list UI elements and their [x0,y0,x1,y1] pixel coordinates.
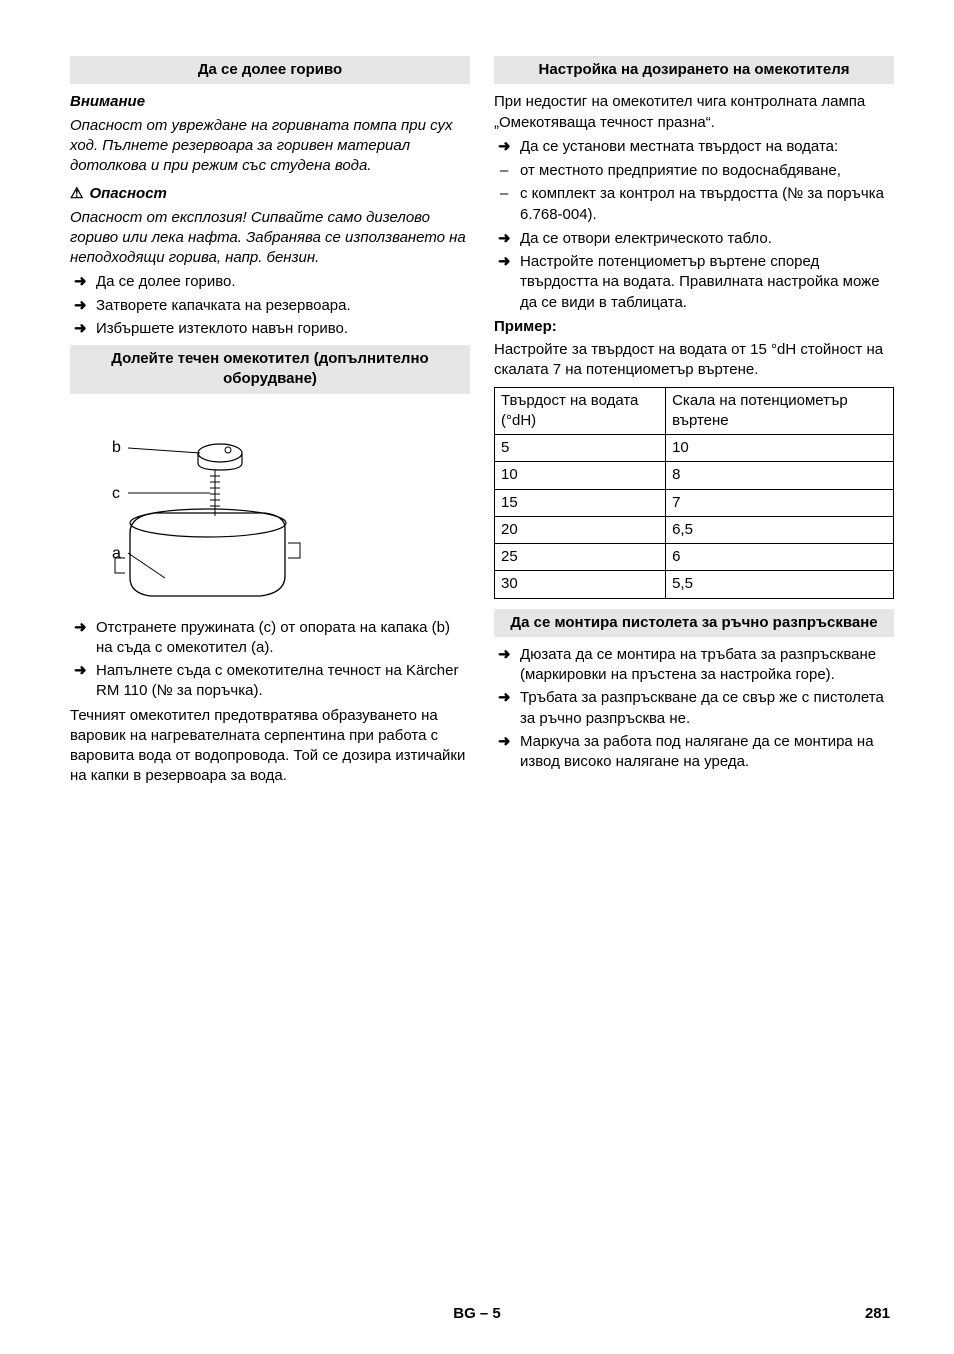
hardness-determine: Да се установи местната твърдост на вода… [494,137,894,157]
hardness-sources: от местното предприятие по водоснабдяван… [494,161,894,225]
dosing-steps: Да се отвори електрическото табло. Настр… [494,229,894,313]
list-item: Настройте потенциометър въртене според т… [494,252,894,313]
softener-steps: Отстранете пружината (c) от опората на к… [70,618,470,702]
table-header: Скала на потенциометър въртене [666,387,894,435]
diagram-label-c: c [112,485,120,502]
list-item: от местното предприятие по водоснабдяван… [494,161,894,181]
gun-steps: Дюзата да се монтира на тръбата за разпр… [494,645,894,773]
list-item: Отстранете пружината (c) от опората на к… [70,618,470,659]
page-footer: BG – 5 281 [0,1304,954,1324]
example-label: Пример: [494,317,894,337]
table-row: 206,5 [495,516,894,543]
attention-text: Опасност от увреждане на горивната помпа… [70,116,470,177]
fuel-steps: Да се долее гориво. Затворете капачката … [70,272,470,339]
danger-text: Опасност от експлозия! Сипвайте само диз… [70,208,470,269]
left-column: Да се долее гориво Внимание Опасност от … [70,50,470,790]
section-heading-softener: Долейте течен омекотител (допълнително о… [70,345,470,394]
list-item: Дюзата да се монтира на тръбата за разпр… [494,645,894,686]
danger-label: Опасност [70,184,470,204]
softener-diagram: b c a [70,408,470,608]
attention-label: Внимание [70,92,470,112]
list-item: Тръбата за разпръскване да се свър же с … [494,688,894,729]
right-column: Настройка на дозирането на омекотителя П… [494,50,894,790]
hardness-table: Твърдост на водата (°dH) Скала на потенц… [494,387,894,599]
table-row: 305,5 [495,571,894,598]
list-item: Да се долее гориво. [70,272,470,292]
table-row: 108 [495,462,894,489]
list-item: Избършете изтеклото навън гориво. [70,319,470,339]
dosing-intro: При недостиг на омекотител чига контролн… [494,92,894,133]
section-heading-gun: Да се монтира пистолета за ръчно разпръс… [494,609,894,637]
diagram-label-a: a [112,545,121,562]
list-item: Маркуча за работа под налягане да се мон… [494,732,894,773]
list-item: с комплект за контрол на твърдостта (№ з… [494,184,894,225]
table-row: 510 [495,435,894,462]
table-header: Твърдост на водата (°dH) [495,387,666,435]
table-row: 157 [495,489,894,516]
list-item: Напълнете съда с омекотителна течност на… [70,661,470,702]
list-item: Да се отвори електрическото табло. [494,229,894,249]
table-row: 256 [495,544,894,571]
example-text: Настройте за твърдост на водата от 15 °d… [494,340,894,381]
list-item: Затворете капачката на резервоара. [70,296,470,316]
list-item: Да се установи местната твърдост на вода… [494,137,894,157]
softener-paragraph: Течният омекотител предотвратява образув… [70,706,470,787]
section-heading-dosing: Настройка на дозирането на омекотителя [494,56,894,84]
diagram-label-b: b [112,439,121,456]
footer-center: BG – 5 [0,1304,954,1324]
section-heading-fuel: Да се долее гориво [70,56,470,84]
